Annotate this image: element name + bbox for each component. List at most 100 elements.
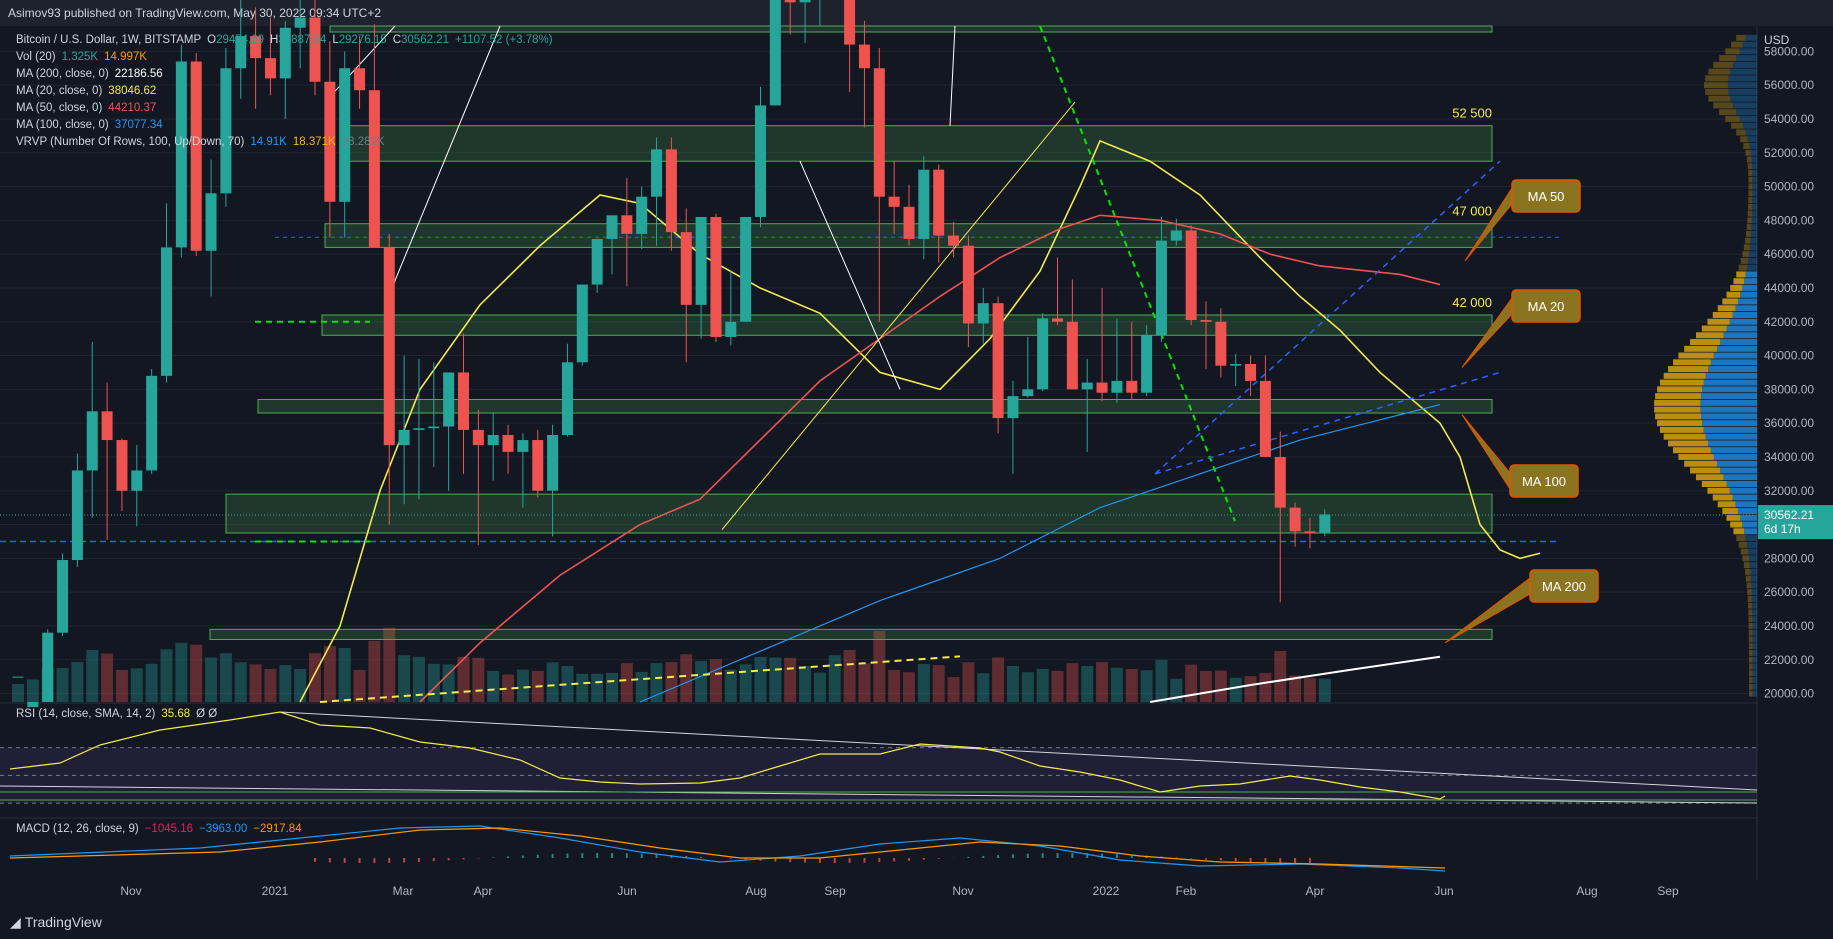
vrvp-up-bar bbox=[1739, 48, 1757, 55]
vrvp-up-bar bbox=[1726, 325, 1757, 332]
volume-bar bbox=[873, 630, 886, 702]
time-tick: 2022 bbox=[1093, 884, 1120, 898]
callout-box bbox=[1511, 179, 1581, 213]
candle-body bbox=[1126, 380, 1138, 393]
legend-ma20-row: MA (20, close, 0) 38046.62 bbox=[16, 85, 162, 97]
white-line-2 bbox=[384, 25, 501, 306]
vrvp-down-bar bbox=[1748, 663, 1753, 670]
vrvp-down-bar bbox=[1713, 61, 1733, 68]
vrvp-down-bar bbox=[1736, 34, 1746, 41]
callout-box bbox=[1529, 569, 1599, 603]
volume-bar bbox=[1021, 672, 1034, 702]
legend-ma100-row: MA (100, close, 0) 37077.34 bbox=[16, 119, 169, 131]
volume-bar bbox=[1200, 670, 1212, 702]
candle-body bbox=[175, 61, 187, 248]
rsi-label: RSI (14, close, SMA, 14, 2) bbox=[16, 708, 156, 720]
vrvp-down-bar bbox=[1708, 95, 1731, 102]
vrvp-down-bar bbox=[1712, 311, 1733, 318]
candle-body bbox=[1230, 364, 1242, 366]
volume-bar bbox=[1096, 662, 1109, 702]
candle-body bbox=[86, 411, 98, 471]
vrvp-up-bar bbox=[1705, 372, 1757, 379]
candle-body bbox=[873, 68, 885, 197]
candle-body bbox=[933, 169, 945, 236]
volume-bar bbox=[516, 669, 529, 702]
vrvp-down-bar bbox=[1746, 582, 1752, 589]
candle-body bbox=[1007, 396, 1019, 419]
candle-body bbox=[1289, 507, 1301, 532]
tradingview-logo[interactable]: ◢ TradingView bbox=[10, 914, 102, 931]
vrvp-down-bar bbox=[1745, 230, 1751, 237]
volume-bar bbox=[56, 667, 69, 702]
vrvp-up-bar bbox=[1700, 406, 1757, 413]
vrvp-up-bar bbox=[1750, 575, 1757, 582]
vrvp-up-bar bbox=[1716, 460, 1757, 467]
volume-bar bbox=[1229, 677, 1242, 702]
vrvp-down-bar bbox=[1690, 339, 1721, 346]
vrvp-up-bar bbox=[1713, 352, 1757, 359]
volume-bar bbox=[695, 661, 708, 702]
candle-body bbox=[710, 216, 722, 337]
vrvp-up-bar bbox=[1750, 149, 1757, 156]
vrvp-down-bar bbox=[1747, 210, 1752, 217]
vrvp-down-bar bbox=[1748, 656, 1753, 663]
volume-bar bbox=[546, 662, 559, 702]
yellow-dashed-trend bbox=[319, 655, 961, 703]
ohlc-l-label: L bbox=[332, 34, 339, 46]
price-tick: 28000.00 bbox=[1764, 551, 1814, 565]
vrvp-up-bar bbox=[1749, 555, 1757, 562]
vrvp-down-bar bbox=[1713, 102, 1733, 109]
vrvp-up-bar bbox=[1727, 82, 1757, 89]
price-tick: 24000.00 bbox=[1764, 619, 1814, 633]
candle-body bbox=[1037, 318, 1049, 390]
vrvp-down-bar bbox=[1690, 467, 1721, 474]
vrvp-down-bar bbox=[1707, 487, 1730, 494]
volume-bar bbox=[650, 663, 663, 702]
time-axis-bg bbox=[0, 880, 1833, 908]
ma100-line bbox=[639, 403, 1441, 703]
vrvp-down-bar bbox=[1733, 278, 1745, 285]
vrvp-down-bar bbox=[1748, 183, 1753, 190]
volume-bar bbox=[219, 653, 232, 702]
time-tick: Mar bbox=[393, 884, 414, 898]
macd-signal-line bbox=[9, 827, 1446, 869]
volume-bar bbox=[249, 664, 262, 702]
support-zone bbox=[225, 493, 1493, 534]
candle-body bbox=[27, 702, 39, 708]
volume-bar bbox=[338, 648, 351, 702]
vrvp-down-bar bbox=[1659, 426, 1704, 433]
vrvp-down-bar bbox=[1657, 420, 1703, 427]
volume-bar bbox=[368, 640, 381, 702]
vrvp-down-bar bbox=[1717, 305, 1736, 312]
vrvp-up-bar bbox=[1728, 75, 1757, 82]
vrvp-up-bar bbox=[1751, 217, 1757, 224]
vrvp-down-bar bbox=[1668, 366, 1709, 373]
vrvp-down-bar bbox=[1668, 440, 1709, 447]
vrvp-down-bar bbox=[1684, 460, 1717, 467]
price-tick: 46000.00 bbox=[1764, 247, 1814, 261]
vrvp-down-bar bbox=[1736, 271, 1746, 278]
ma200-value: 22186.56 bbox=[114, 68, 163, 80]
volume-bar bbox=[175, 642, 188, 702]
candle-body bbox=[190, 61, 202, 251]
ohlc-low: 29276.15 bbox=[338, 34, 387, 46]
volume-bars bbox=[12, 627, 1331, 702]
vrvp-up-bar bbox=[1736, 55, 1757, 62]
vrvp-down-bar bbox=[1657, 386, 1703, 393]
candle-body bbox=[948, 235, 960, 246]
vrvp-up-bar bbox=[1752, 663, 1757, 670]
volume-bar bbox=[1185, 664, 1198, 702]
candle-body bbox=[636, 196, 648, 234]
vrvp-up-bar bbox=[1747, 136, 1757, 143]
volume-bar bbox=[665, 662, 678, 702]
vrvp-up-bar bbox=[1730, 68, 1757, 75]
volume-bar bbox=[1110, 667, 1123, 702]
volume-bar bbox=[234, 662, 247, 702]
vrvp-up-bar bbox=[1752, 656, 1757, 663]
currency-label: USD bbox=[1764, 33, 1790, 47]
volume-bar bbox=[412, 656, 425, 702]
time-tick: Sep bbox=[1657, 884, 1679, 898]
volume-bar bbox=[1259, 672, 1272, 702]
vrvp-down-bar bbox=[1748, 203, 1753, 210]
